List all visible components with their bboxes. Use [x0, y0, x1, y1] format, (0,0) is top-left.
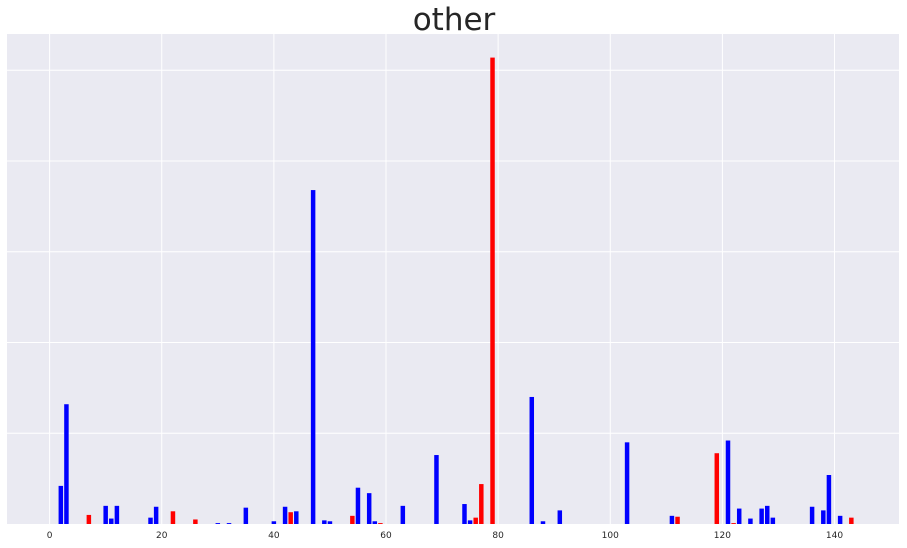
bar	[479, 484, 484, 524]
x-tick-label: 20	[156, 531, 168, 541]
grid-lines	[7, 34, 899, 524]
x-tick-label: 0	[47, 531, 53, 541]
bar	[148, 517, 153, 524]
x-tick-label: 100	[602, 531, 619, 541]
bar	[282, 506, 288, 524]
x-tick-label: 120	[714, 531, 731, 541]
bar	[467, 520, 473, 524]
plot-area	[7, 34, 899, 524]
bar	[378, 523, 383, 524]
bar	[366, 493, 372, 524]
bar	[114, 505, 120, 524]
bar	[675, 516, 680, 524]
bar	[153, 506, 159, 524]
bar	[372, 521, 378, 524]
bar	[288, 512, 293, 524]
bar	[64, 404, 69, 524]
bar	[837, 515, 843, 524]
bar	[736, 508, 742, 524]
bar	[826, 475, 832, 524]
bar	[322, 520, 327, 524]
bar	[327, 521, 333, 524]
bar	[529, 396, 535, 524]
bar	[86, 514, 92, 524]
bar	[770, 517, 776, 524]
bar	[355, 487, 361, 524]
bar	[540, 521, 546, 524]
bar	[271, 521, 277, 524]
chart-title: other	[413, 2, 496, 38]
bar	[294, 511, 299, 524]
bar	[350, 515, 355, 524]
bar	[759, 508, 764, 524]
bar	[473, 517, 478, 524]
x-axis-ticks: 0 20 40 60 80 100 120 140	[47, 531, 844, 541]
x-tick-label: 80	[492, 531, 504, 541]
x-tick-label: 60	[380, 531, 392, 541]
x-tick-label: 140	[826, 531, 843, 541]
bar	[669, 515, 675, 524]
bar	[170, 511, 176, 524]
bar	[490, 57, 495, 525]
bar	[809, 506, 815, 524]
bar	[434, 455, 439, 524]
bar	[58, 485, 64, 524]
bar	[226, 523, 232, 524]
bar	[725, 440, 731, 524]
bar	[821, 510, 826, 524]
x-tick-label: 40	[268, 531, 280, 541]
bar	[624, 442, 630, 524]
bar	[462, 504, 467, 524]
bar	[103, 505, 108, 524]
bar	[109, 518, 114, 524]
bar	[731, 523, 736, 524]
bar	[557, 510, 563, 524]
bar	[849, 517, 854, 524]
bar	[748, 518, 753, 524]
bar	[310, 190, 316, 524]
bar	[714, 453, 720, 524]
bar	[765, 505, 770, 524]
bar	[193, 519, 198, 524]
bar	[243, 507, 249, 524]
bar	[215, 523, 221, 524]
bars-group	[58, 57, 854, 525]
bar	[400, 505, 406, 524]
